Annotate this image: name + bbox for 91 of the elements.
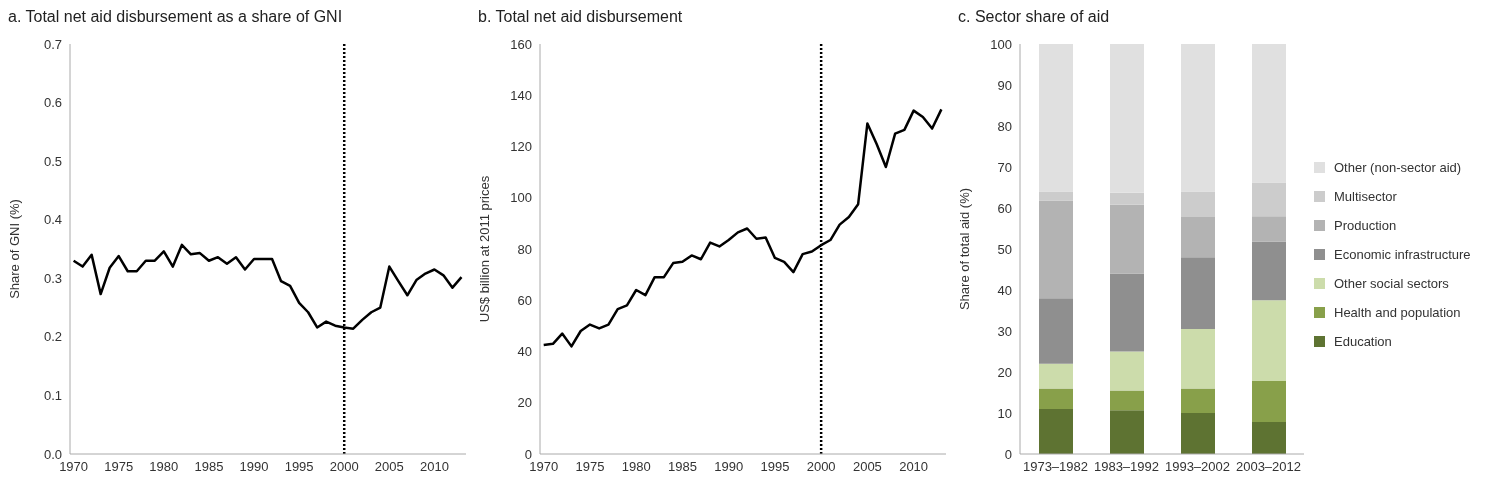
y-tick-label: 0.4 [43,212,62,228]
x-tick-label: 1985 [667,459,697,475]
bar [1252,241,1286,301]
bar [1110,351,1144,391]
y-tick-label: 90 [997,77,1012,93]
legend-label: Multisector [1334,188,1397,204]
x-tick-label: 2003–2012 [1235,459,1302,475]
legend-label: Economic infrastructure [1334,246,1471,262]
y-tick-label: 50 [997,241,1012,257]
y-tick-label: 80 [997,118,1012,134]
chart-title: b. Total net aid disbursement [478,8,684,27]
y-tick-label: 60 [517,292,532,308]
chart-title: a. Total net aid disbursement as a share of GNI [8,8,344,27]
x-tick-label: 1975 [575,459,605,475]
x-tick-label: 1990 [239,459,269,475]
bar [1181,217,1215,258]
bar [1181,388,1215,413]
bar [1110,390,1144,411]
x-tick-label: 1995 [760,459,790,475]
y-tick-label: 40 [997,282,1012,298]
x-tick-label: 1983–1992 [1093,459,1160,475]
y-axis-title: US$ billion at 2011 prices [476,175,492,323]
y-tick-label: 10 [997,405,1012,421]
bar [1181,191,1215,218]
y-tick-label: 40 [517,344,532,360]
y-tick-label: 140 [510,87,532,103]
y-tick-label: 0.0 [43,446,62,462]
legend-label: Education [1334,333,1392,349]
y-tick-label: 0.3 [43,270,62,286]
x-tick-label: 1995 [284,459,314,475]
y-tick-label: 100 [990,36,1012,52]
y-tick-label: 0 [1004,446,1012,462]
bar [1252,182,1286,217]
chart-title: c. Sector share of aid [958,8,1111,27]
legend-label: Health and population [1334,304,1461,320]
bar [1110,44,1144,193]
bar [1252,300,1286,382]
bar [1039,388,1073,409]
bar [1181,257,1215,329]
x-tick-label: 1975 [104,459,134,475]
y-axis-title: Share of GNI (%) [6,199,22,299]
y-tick-label: 0.5 [43,153,62,169]
x-tick-label: 2000 [806,459,836,475]
bar [1039,408,1073,454]
y-axis-title: Share of total aid (%) [956,187,972,311]
x-tick-label: 1970 [529,459,559,475]
bar [1039,363,1073,389]
x-tick-label: 1985 [194,459,224,475]
bar [1110,204,1144,274]
x-tick-label: 1980 [149,459,179,475]
y-tick-label: 70 [997,159,1012,175]
bar [1181,44,1215,192]
bar [1039,191,1073,201]
y-tick-label: 0.6 [43,95,62,111]
legend-label: Other social sectors [1334,275,1449,291]
x-tick-label: 1970 [59,459,89,475]
y-tick-label: 0.2 [43,329,62,345]
x-tick-label: 2000 [329,459,359,475]
y-tick-label: 80 [517,241,532,257]
x-tick-label: 1993–2002 [1164,459,1231,475]
bar [1110,273,1144,352]
bar [1039,44,1073,192]
x-tick-label: 2010 [419,459,449,475]
y-tick-label: 60 [997,200,1012,216]
legend-label: Production [1334,217,1397,233]
bar [1039,200,1073,299]
bar [1252,44,1286,183]
y-tick-label: 160 [510,36,532,52]
y-tick-label: 100 [510,190,532,206]
bar [1181,328,1215,389]
x-tick-label: 2005 [374,459,404,475]
x-tick-label: 1980 [621,459,651,475]
y-tick-label: 20 [997,364,1012,380]
y-tick-label: 30 [997,323,1012,339]
y-tick-label: 0 [524,446,532,462]
bar [1110,410,1144,454]
bar [1252,422,1286,454]
bar [1110,192,1144,205]
x-tick-label: 2005 [852,459,882,475]
bar [1039,298,1073,364]
bar [1252,216,1286,242]
x-tick-label: 1990 [714,459,744,475]
bar [1252,381,1286,423]
bar [1181,413,1215,454]
y-tick-label: 120 [510,139,532,155]
legend-label: Other (non-sector aid) [1334,159,1462,175]
y-tick-label: 0.7 [43,36,62,52]
x-tick-label: 1973–1982 [1022,459,1089,475]
y-tick-label: 20 [517,395,532,411]
y-tick-label: 0.1 [43,388,62,404]
x-tick-label: 2010 [899,459,929,475]
